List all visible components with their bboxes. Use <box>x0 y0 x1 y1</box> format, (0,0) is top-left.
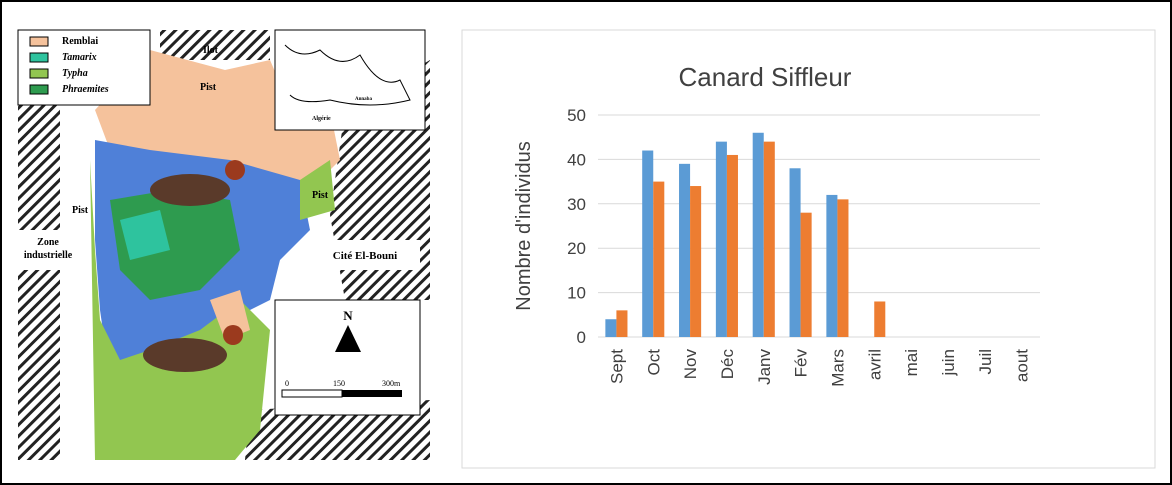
bar <box>826 194 838 337</box>
map-label: Pist <box>200 82 217 93</box>
bar <box>763 141 775 337</box>
y-tick-label: 50 <box>567 106 586 125</box>
x-tick-label: avril <box>865 349 884 380</box>
bar <box>653 181 665 337</box>
x-tick-label: Mars <box>828 349 847 387</box>
x-tick-label: aout <box>1013 349 1032 382</box>
map-label: industrielle <box>24 250 73 261</box>
y-tick-label: 30 <box>567 195 586 214</box>
bar <box>616 310 628 337</box>
bar <box>605 319 617 337</box>
map-legend: Remblai <box>62 36 98 47</box>
bar <box>874 301 886 337</box>
x-tick-label: Sept <box>607 349 626 384</box>
bar <box>642 150 654 337</box>
map-label: Pist <box>72 205 89 216</box>
y-tick-label: 10 <box>567 284 586 303</box>
inset-label: Algérie <box>312 116 331 122</box>
map-legend: Typha <box>62 68 88 79</box>
scale-label: 150 <box>333 379 345 388</box>
map-legend: Phraemites <box>62 84 109 95</box>
x-tick-label: mai <box>902 349 921 376</box>
bar <box>789 168 801 337</box>
bar <box>690 186 702 337</box>
bar <box>679 163 691 337</box>
x-tick-label: juin <box>939 349 958 376</box>
map-label: Ilot <box>203 45 219 56</box>
scale-label: 300m <box>382 379 401 388</box>
x-tick-label: Fév <box>792 349 811 378</box>
y-axis-label: Nombre d'individus <box>513 141 535 310</box>
y-tick-label: 20 <box>567 239 586 258</box>
x-tick-label: Janv <box>755 349 774 385</box>
chart-title: Canard Siffleur <box>679 62 852 92</box>
scale-label: 0 <box>285 379 289 388</box>
bar <box>752 132 764 337</box>
x-tick-label: Oct <box>644 349 663 376</box>
x-tick-label: Déc <box>718 349 737 380</box>
x-tick-label: Nov <box>681 349 700 380</box>
plot: 0 10 20 30 40 50 Sept Oct Nov Déc Janv Fév Mars avril… <box>567 106 1040 387</box>
map <box>17 29 430 460</box>
bar <box>800 212 812 337</box>
bar <box>715 141 727 337</box>
north-label: N <box>343 308 353 323</box>
bar <box>726 154 738 337</box>
map-legend: Tamarix <box>62 52 97 63</box>
map-label: Pist <box>312 190 329 201</box>
x-tick-label: Juil <box>976 349 995 375</box>
y-tick-label: 0 <box>577 328 586 347</box>
inset-label: Annaba <box>355 97 372 102</box>
bar <box>837 199 849 337</box>
map-label: Zone <box>37 237 59 248</box>
map-label: Cité El-Bouni <box>333 250 397 262</box>
y-tick-label: 40 <box>567 150 586 169</box>
